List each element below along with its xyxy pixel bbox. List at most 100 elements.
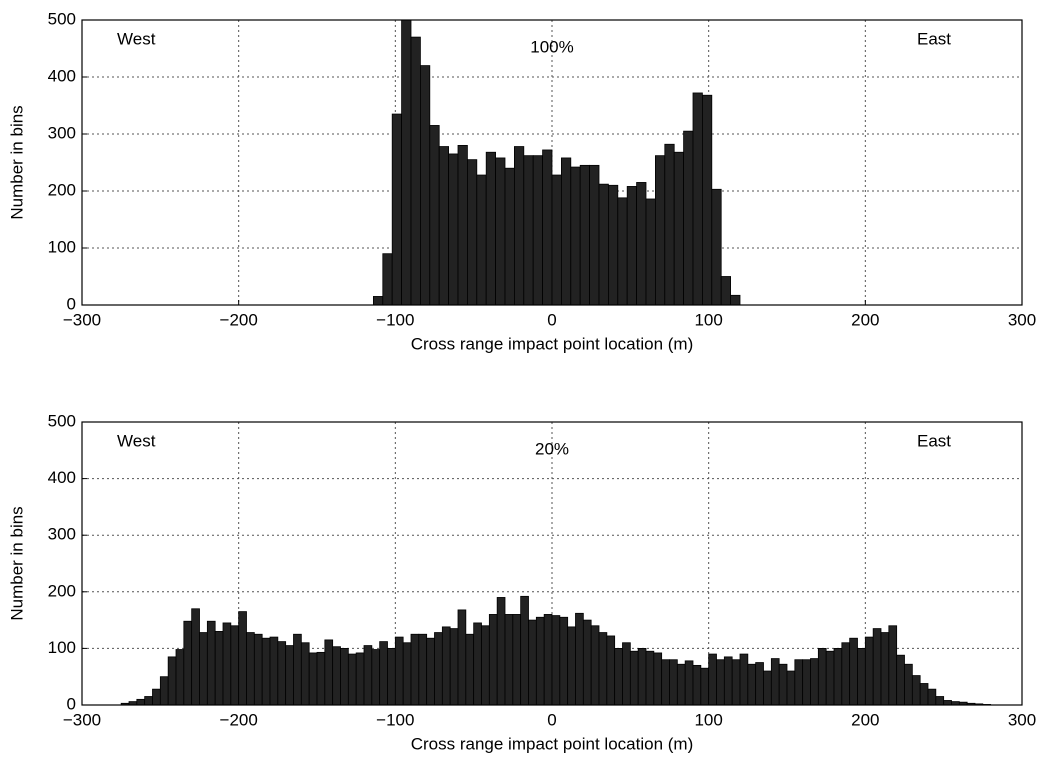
bar — [888, 625, 898, 706]
bar — [476, 174, 487, 306]
x-tick-label: −300 — [63, 310, 101, 329]
bar — [206, 620, 216, 706]
bar — [770, 658, 780, 706]
x-tick-label: 0 — [547, 710, 556, 729]
bar — [504, 167, 515, 306]
bar — [371, 649, 381, 706]
bar — [159, 676, 169, 706]
bar — [589, 164, 600, 306]
y-tick-label: 0 — [67, 694, 76, 713]
bar — [802, 659, 811, 706]
bar — [465, 633, 475, 706]
x-axis-label: Cross range impact point location (m) — [411, 734, 694, 753]
bar — [567, 626, 576, 706]
annotation: 20% — [535, 439, 569, 458]
bar — [655, 155, 666, 306]
y-axis-label: Number in bins — [7, 506, 26, 620]
bar — [943, 700, 952, 706]
y-tick-label: 500 — [48, 411, 76, 430]
bar — [387, 648, 396, 706]
annotation: 100% — [530, 37, 573, 56]
bar — [441, 626, 451, 706]
bar — [653, 652, 663, 706]
bar — [401, 19, 412, 306]
bar — [391, 113, 403, 306]
bar — [277, 641, 287, 706]
bar — [372, 296, 384, 306]
bar — [532, 155, 544, 306]
bar — [419, 65, 431, 306]
bar — [622, 642, 631, 706]
bar — [598, 183, 609, 306]
bar — [438, 146, 450, 306]
bar — [214, 631, 224, 706]
y-tick-label: 400 — [48, 66, 76, 85]
bar — [606, 635, 616, 706]
bar — [308, 652, 318, 706]
bar — [825, 650, 835, 706]
bar — [559, 616, 569, 706]
bar — [684, 660, 694, 706]
bar — [300, 642, 310, 706]
bar — [716, 659, 725, 706]
bar — [763, 670, 772, 706]
bar — [904, 663, 913, 706]
bar — [340, 648, 349, 706]
y-tick-label: 400 — [48, 468, 76, 487]
bar — [570, 166, 581, 306]
plot-frame — [81, 19, 1023, 306]
bar — [448, 153, 459, 306]
x-tick-label: −100 — [376, 710, 414, 729]
bar — [457, 144, 468, 306]
x-tick-label: −300 — [63, 710, 101, 729]
bar — [692, 664, 702, 706]
y-tick-label: 0 — [67, 294, 76, 313]
bar — [747, 663, 757, 706]
plot-frame — [81, 421, 1023, 706]
bar — [551, 615, 561, 706]
bar — [708, 653, 717, 706]
bar — [520, 595, 529, 706]
bar — [512, 614, 522, 706]
bar — [466, 159, 478, 306]
bar — [723, 656, 733, 706]
bar — [711, 188, 722, 306]
bar — [543, 614, 553, 706]
bar — [457, 609, 467, 706]
bar — [919, 683, 929, 706]
bar — [590, 625, 600, 706]
bar — [199, 632, 208, 706]
bar — [402, 642, 412, 706]
bar — [246, 632, 255, 706]
bar — [720, 276, 732, 306]
bar — [136, 698, 146, 706]
bar — [927, 688, 937, 706]
bar — [700, 667, 710, 706]
bar — [636, 182, 647, 306]
bar — [561, 157, 572, 306]
bar — [261, 637, 271, 706]
annotation: East — [917, 431, 951, 450]
bar — [382, 253, 393, 306]
x-tick-label: 200 — [851, 310, 879, 329]
bar — [285, 645, 294, 706]
bar — [363, 645, 373, 706]
bar — [528, 619, 537, 706]
bar — [896, 654, 905, 706]
bar — [429, 125, 440, 306]
bar — [676, 663, 686, 706]
bar — [645, 198, 656, 306]
bar — [485, 151, 497, 306]
bar — [379, 641, 388, 706]
y-tick-label: 500 — [48, 9, 76, 28]
bar — [849, 637, 858, 706]
bar — [542, 149, 553, 306]
bar — [857, 648, 866, 706]
annotation: West — [117, 431, 156, 450]
bar — [911, 675, 921, 706]
bar — [473, 622, 482, 706]
y-tick-label: 300 — [48, 123, 76, 142]
bar — [575, 612, 584, 706]
bar — [481, 625, 490, 706]
y-tick-label: 100 — [48, 237, 76, 256]
